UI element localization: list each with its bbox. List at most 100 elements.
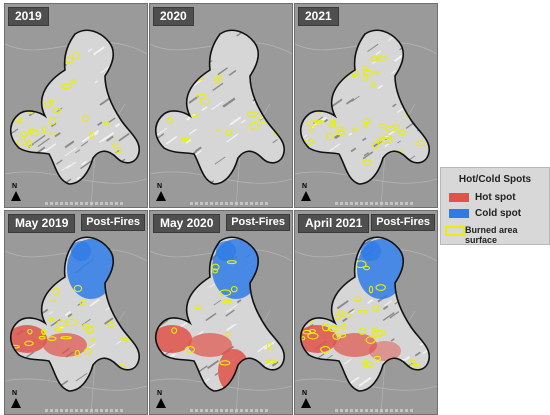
- terrain-stroke: [31, 257, 43, 265]
- terrain-stroke: [118, 81, 126, 87]
- terrain-stroke: [417, 294, 423, 298]
- map-credits: [45, 202, 125, 205]
- terrain-stroke: [191, 386, 202, 394]
- map-credits: [335, 409, 415, 412]
- terrain-stroke: [436, 369, 437, 373]
- terrain-stroke: [197, 391, 206, 397]
- terrain-stroke: [191, 189, 195, 192]
- terrain-stroke: [423, 248, 432, 255]
- terrain-stroke: [14, 66, 25, 74]
- terrain-stroke: [411, 67, 417, 71]
- terrain-stroke: [258, 29, 266, 35]
- burned-patch: [346, 262, 351, 266]
- terrain-stroke: [339, 66, 349, 73]
- terrain-stroke: [6, 34, 18, 42]
- terrain-stroke: [353, 235, 360, 240]
- terrain-stroke: [300, 257, 304, 260]
- terrain-stroke: [390, 365, 401, 373]
- burned-patch: [338, 277, 347, 282]
- terrain-stroke: [215, 4, 225, 7]
- terrain-stroke: [254, 366, 263, 372]
- terrain-stroke: [311, 409, 316, 412]
- terrain-stroke: [20, 182, 29, 188]
- terrain-stroke: [144, 23, 147, 26]
- terrain-stroke: [142, 395, 147, 401]
- terrain-stroke: [156, 370, 160, 373]
- legend-item-hot-spot: Hot spot: [441, 192, 549, 204]
- burned-patch: [306, 107, 316, 109]
- terrain-stroke: [263, 20, 271, 26]
- terrain-stroke: [409, 399, 413, 402]
- terrain-stroke: [268, 254, 277, 260]
- legend-label: Burned area surface: [465, 225, 549, 245]
- terrain-stroke: [390, 174, 395, 178]
- panel-title: 2020: [153, 7, 194, 26]
- terrain-stroke: [302, 363, 308, 367]
- terrain-stroke: [144, 4, 147, 11]
- terrain-stroke: [247, 26, 251, 29]
- terrain-stroke: [306, 268, 315, 274]
- terrain-stroke: [28, 255, 39, 263]
- terrain-stroke: [298, 242, 302, 245]
- terrain-stroke: [431, 293, 437, 301]
- terrain-stroke: [184, 386, 188, 389]
- terrain-stroke: [256, 290, 259, 292]
- burned-patch: [155, 312, 165, 318]
- terrain-stroke: [254, 295, 265, 303]
- terrain-stroke: [177, 401, 189, 409]
- terrain-stroke: [114, 254, 121, 259]
- terrain-stroke: [269, 280, 273, 283]
- terrain-stroke: [288, 93, 292, 96]
- terrain-stroke: [306, 39, 318, 47]
- terrain-stroke: [270, 262, 279, 268]
- terrain-stroke: [144, 233, 147, 238]
- north-arrow-icon: N: [301, 183, 311, 201]
- terrain-stroke: [122, 19, 132, 26]
- terrain-stroke: [185, 4, 192, 6]
- terrain-stroke: [431, 58, 434, 60]
- north-arrow-icon: N: [156, 183, 166, 201]
- burned-patch: [103, 155, 113, 160]
- terrain-stroke: [381, 23, 388, 28]
- terrain-stroke: [428, 370, 437, 378]
- map-panel-2019: 2019 N: [4, 3, 148, 208]
- terrain-stroke: [237, 18, 246, 24]
- terrain-stroke: [201, 4, 212, 9]
- terrain-stroke: [327, 83, 335, 89]
- legend-item-cold-spot: Cold spot: [441, 208, 549, 220]
- map-panel-may-2020: May 2020 Post-Fires N: [149, 210, 293, 415]
- terrain-stroke: [282, 161, 290, 166]
- terrain-stroke: [401, 4, 408, 5]
- terrain-stroke: [103, 382, 108, 385]
- terrain-stroke: [120, 186, 129, 192]
- terrain-stroke: [302, 166, 306, 169]
- terrain-stroke: [59, 5, 63, 8]
- terrain-stroke: [82, 18, 91, 25]
- terrain-stroke: [399, 83, 411, 91]
- terrain-stroke: [405, 95, 411, 99]
- terrain-stroke: [115, 373, 124, 380]
- terrain-stroke: [314, 367, 322, 373]
- terrain-stroke: [324, 250, 330, 254]
- burned-patch: [21, 309, 32, 313]
- terrain-stroke: [173, 292, 177, 294]
- burned-patch: [418, 322, 426, 329]
- terrain-stroke: [128, 4, 139, 11]
- terrain-stroke: [400, 281, 410, 288]
- terrain-stroke: [435, 382, 437, 384]
- terrain-stroke: [172, 299, 181, 305]
- terrain-stroke: [302, 81, 312, 88]
- terrain-stroke: [57, 56, 62, 59]
- panel-title: May 2020: [153, 214, 220, 233]
- terrain-stroke: [171, 62, 182, 70]
- map-credits: [190, 409, 270, 412]
- terrain-stroke: [119, 383, 127, 388]
- terrain-stroke: [153, 79, 157, 82]
- map-panel-april-2021: April 2021 Post-Fires N: [294, 210, 438, 415]
- terrain-stroke: [421, 128, 428, 133]
- burned-patch: [336, 260, 346, 265]
- terrain-stroke: [175, 91, 184, 98]
- terrain-stroke: [325, 291, 333, 297]
- terrain-stroke: [43, 175, 53, 182]
- terrain-stroke: [140, 269, 147, 276]
